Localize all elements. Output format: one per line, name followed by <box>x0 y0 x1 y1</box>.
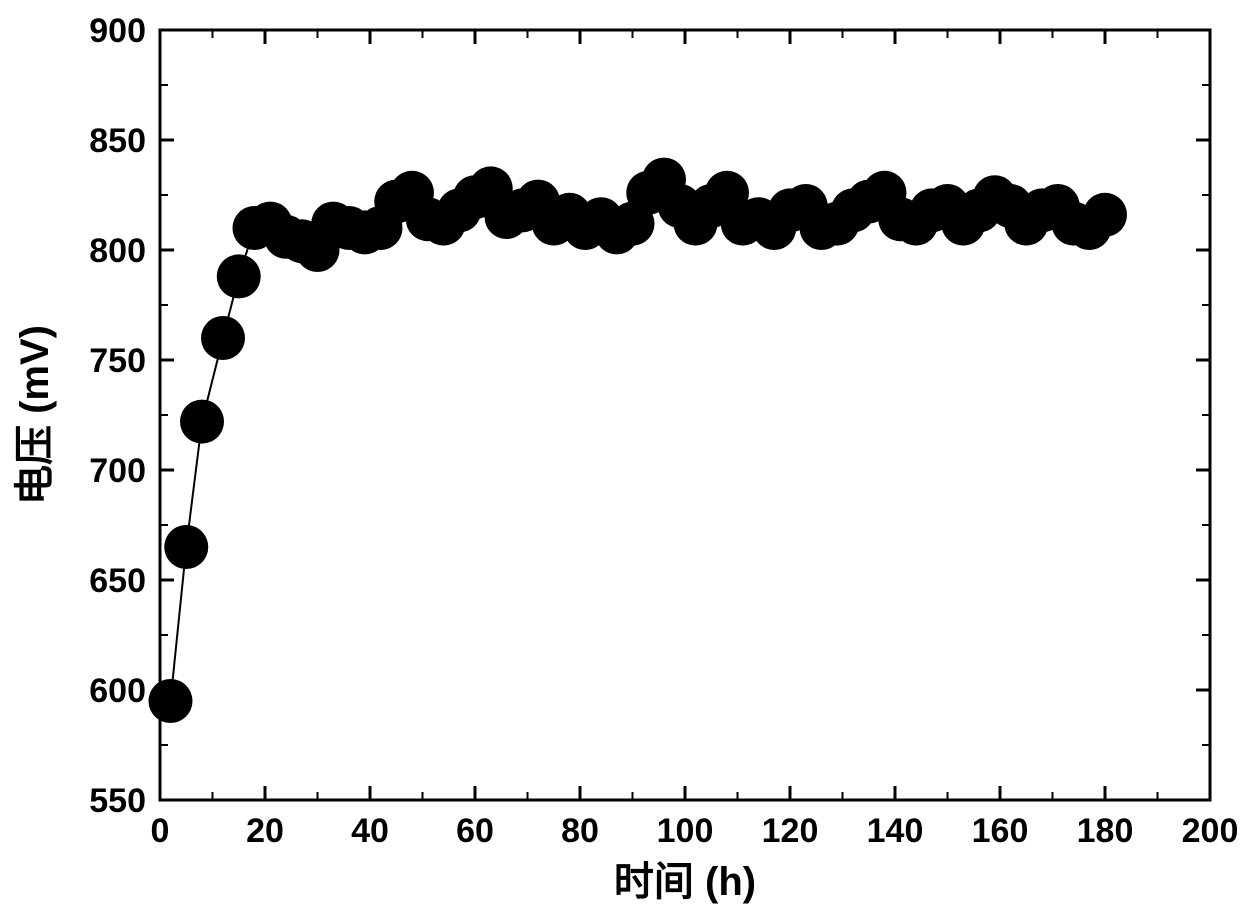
chart-container: 0 20 40 60 80 100 120 140 160 180 200 550 600 650 700 7… <box>0 0 1240 924</box>
x-tick-label: 120 <box>762 812 819 850</box>
y-tick-label: 700 <box>89 452 146 490</box>
data-point <box>201 316 245 360</box>
x-tick-label: 20 <box>246 812 284 850</box>
data-point <box>149 679 193 723</box>
x-tick-label: 100 <box>657 812 714 850</box>
x-tick-label: 180 <box>1077 812 1134 850</box>
data-point <box>164 525 208 569</box>
x-tick-label: 160 <box>972 812 1029 850</box>
x-tick-label: 0 <box>151 812 170 850</box>
data-point <box>1083 193 1127 237</box>
x-tick-label: 80 <box>561 812 599 850</box>
y-axis-label: 电压 (mV) <box>13 325 57 505</box>
plot-frame <box>160 30 1210 800</box>
data-point <box>217 254 261 298</box>
y-tick-label: 800 <box>89 232 146 270</box>
x-tick-label: 200 <box>1182 812 1239 850</box>
data-point <box>180 400 224 444</box>
y-tick-label: 750 <box>89 342 146 380</box>
x-axis-label: 时间 (h) <box>614 860 756 904</box>
y-tick-label: 650 <box>89 562 146 600</box>
x-tick-label: 40 <box>351 812 389 850</box>
x-tick-label: 60 <box>456 812 494 850</box>
y-tick-label: 900 <box>89 12 146 50</box>
chart-svg: 0 20 40 60 80 100 120 140 160 180 200 550 600 650 700 7… <box>0 0 1240 924</box>
x-tick-label: 140 <box>867 812 924 850</box>
y-tick-label: 600 <box>89 672 146 710</box>
y-tick-label: 550 <box>89 782 146 820</box>
y-tick-label: 850 <box>89 122 146 160</box>
